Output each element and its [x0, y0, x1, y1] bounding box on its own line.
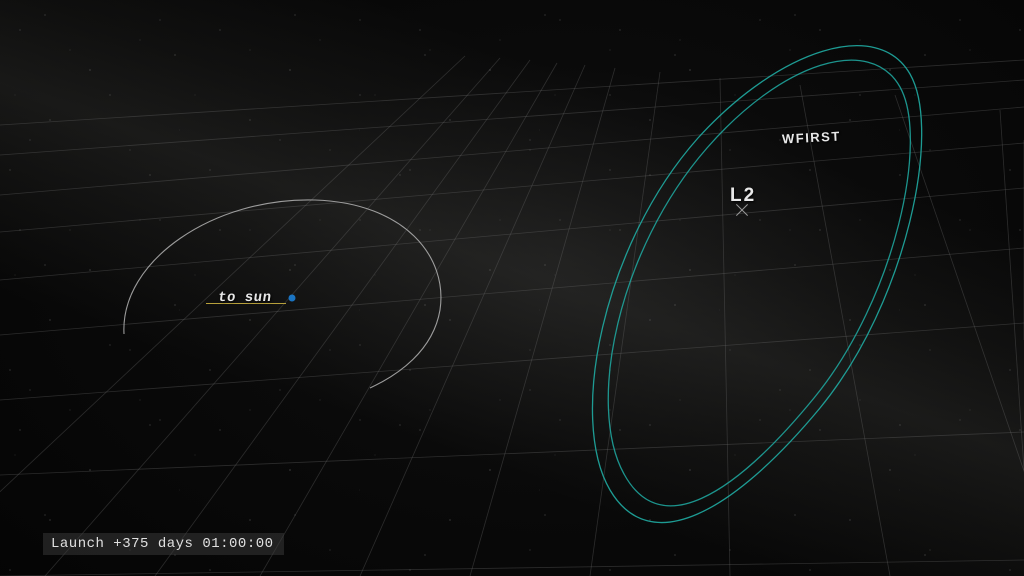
earth-marker [289, 295, 296, 302]
vector-overlay [0, 0, 1024, 576]
wfirst-orbit-outer [592, 46, 921, 523]
perspective-grid [0, 56, 1024, 576]
mission-clock: Launch +375 days 01:00:00 [43, 533, 284, 555]
orbit-diagram: to sun WFIRST L2 Launch +375 days 01:00:… [0, 0, 1024, 576]
to-sun-indicator-line [206, 303, 286, 304]
moon-orbit-path [124, 200, 441, 388]
l2-marker-icon [734, 202, 750, 218]
